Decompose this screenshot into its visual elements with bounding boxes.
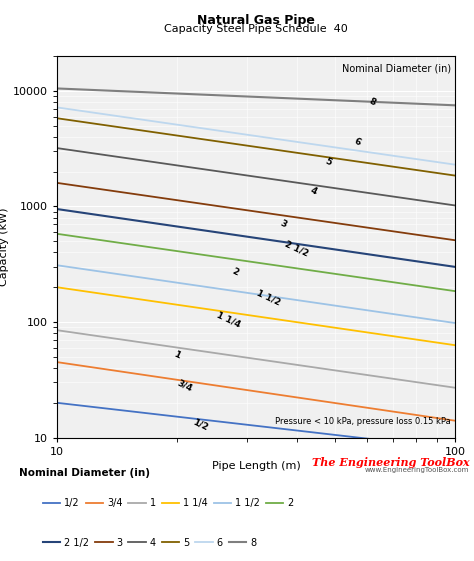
Text: Pressure < 10 kPa, pressure loss 0.15 kPa: Pressure < 10 kPa, pressure loss 0.15 kP… xyxy=(275,417,451,426)
Text: 1: 1 xyxy=(172,350,182,360)
Text: Natural Gas Pipe: Natural Gas Pipe xyxy=(197,14,315,27)
Text: 1/2: 1/2 xyxy=(192,417,210,432)
Text: Nominal Diameter (in): Nominal Diameter (in) xyxy=(342,64,451,73)
Text: Capacity Steel Pipe Schedule  40: Capacity Steel Pipe Schedule 40 xyxy=(164,24,348,34)
Text: 1 1/4: 1 1/4 xyxy=(215,310,242,329)
Text: 1 1/2: 1 1/2 xyxy=(255,288,282,307)
Text: 5: 5 xyxy=(323,157,333,168)
Text: 3/4: 3/4 xyxy=(176,379,194,393)
X-axis label: Pipe Length (m): Pipe Length (m) xyxy=(211,461,301,471)
Text: www.EngineeringToolBox.com: www.EngineeringToolBox.com xyxy=(365,467,469,473)
Text: Nominal Diameter (in): Nominal Diameter (in) xyxy=(19,468,150,479)
Text: 8: 8 xyxy=(368,96,377,108)
Legend: 2 1/2, 3, 4, 5, 6, 8: 2 1/2, 3, 4, 5, 6, 8 xyxy=(43,538,256,548)
Legend: 1/2, 3/4, 1, 1 1/4, 1 1/2, 2: 1/2, 3/4, 1, 1 1/4, 1 1/2, 2 xyxy=(43,499,293,508)
Text: 4: 4 xyxy=(308,186,318,197)
Y-axis label: Capacity (kW): Capacity (kW) xyxy=(0,208,9,286)
Text: 2: 2 xyxy=(230,267,240,278)
Text: 2 1/2: 2 1/2 xyxy=(283,240,310,258)
Text: 6: 6 xyxy=(353,137,363,148)
Text: 3: 3 xyxy=(278,219,288,230)
Text: The Engineering ToolBox: The Engineering ToolBox xyxy=(311,457,469,468)
